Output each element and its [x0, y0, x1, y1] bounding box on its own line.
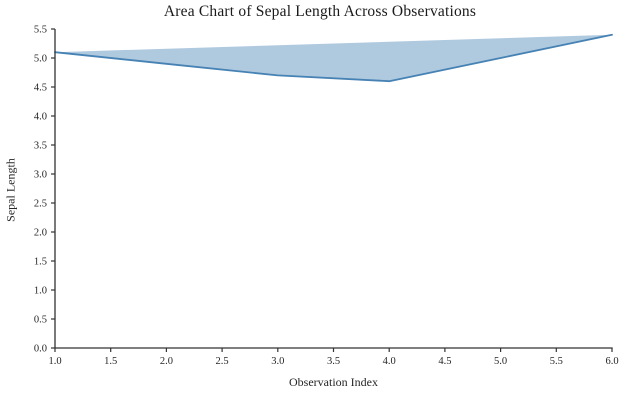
x-tick-label: 3.5 — [327, 356, 340, 367]
x-tick-label: 2.5 — [216, 356, 229, 367]
y-tick-label: 4.0 — [34, 112, 47, 123]
y-tick-label: 1.0 — [34, 286, 47, 297]
y-tick-label: 3.5 — [34, 141, 47, 152]
y-tick-label: 1.5 — [34, 257, 47, 268]
x-tick-label: 5.5 — [550, 356, 563, 367]
y-tick-label: 5.5 — [34, 25, 47, 36]
data-line — [54, 33, 613, 83]
x-tick-label: 4.0 — [383, 356, 396, 367]
y-tick-label: 2.5 — [34, 199, 47, 210]
x-tick-label: 2.0 — [160, 356, 173, 367]
x-tick-label: 6.0 — [605, 356, 618, 367]
chart-title: Area Chart of Sepal Length Across Observ… — [163, 3, 477, 20]
y-tick-label: 5.0 — [34, 54, 47, 65]
y-tick-label: 0.5 — [34, 315, 47, 326]
y-tick-label: 3.0 — [34, 170, 47, 181]
x-tick-label: 3.0 — [271, 356, 284, 367]
x-tick-label: 4.5 — [438, 356, 451, 367]
x-tick-label: 5.0 — [494, 356, 507, 367]
x-tick-label: 1.0 — [48, 356, 61, 367]
x-tick-label: 1.5 — [104, 356, 117, 367]
area-fill — [55, 34, 612, 82]
y-tick-label: 2.0 — [34, 228, 47, 239]
y-tick-label: 4.5 — [34, 83, 47, 94]
x-axis-label: Observation Index — [289, 375, 378, 389]
y-tick-label: 0.0 — [34, 344, 47, 355]
